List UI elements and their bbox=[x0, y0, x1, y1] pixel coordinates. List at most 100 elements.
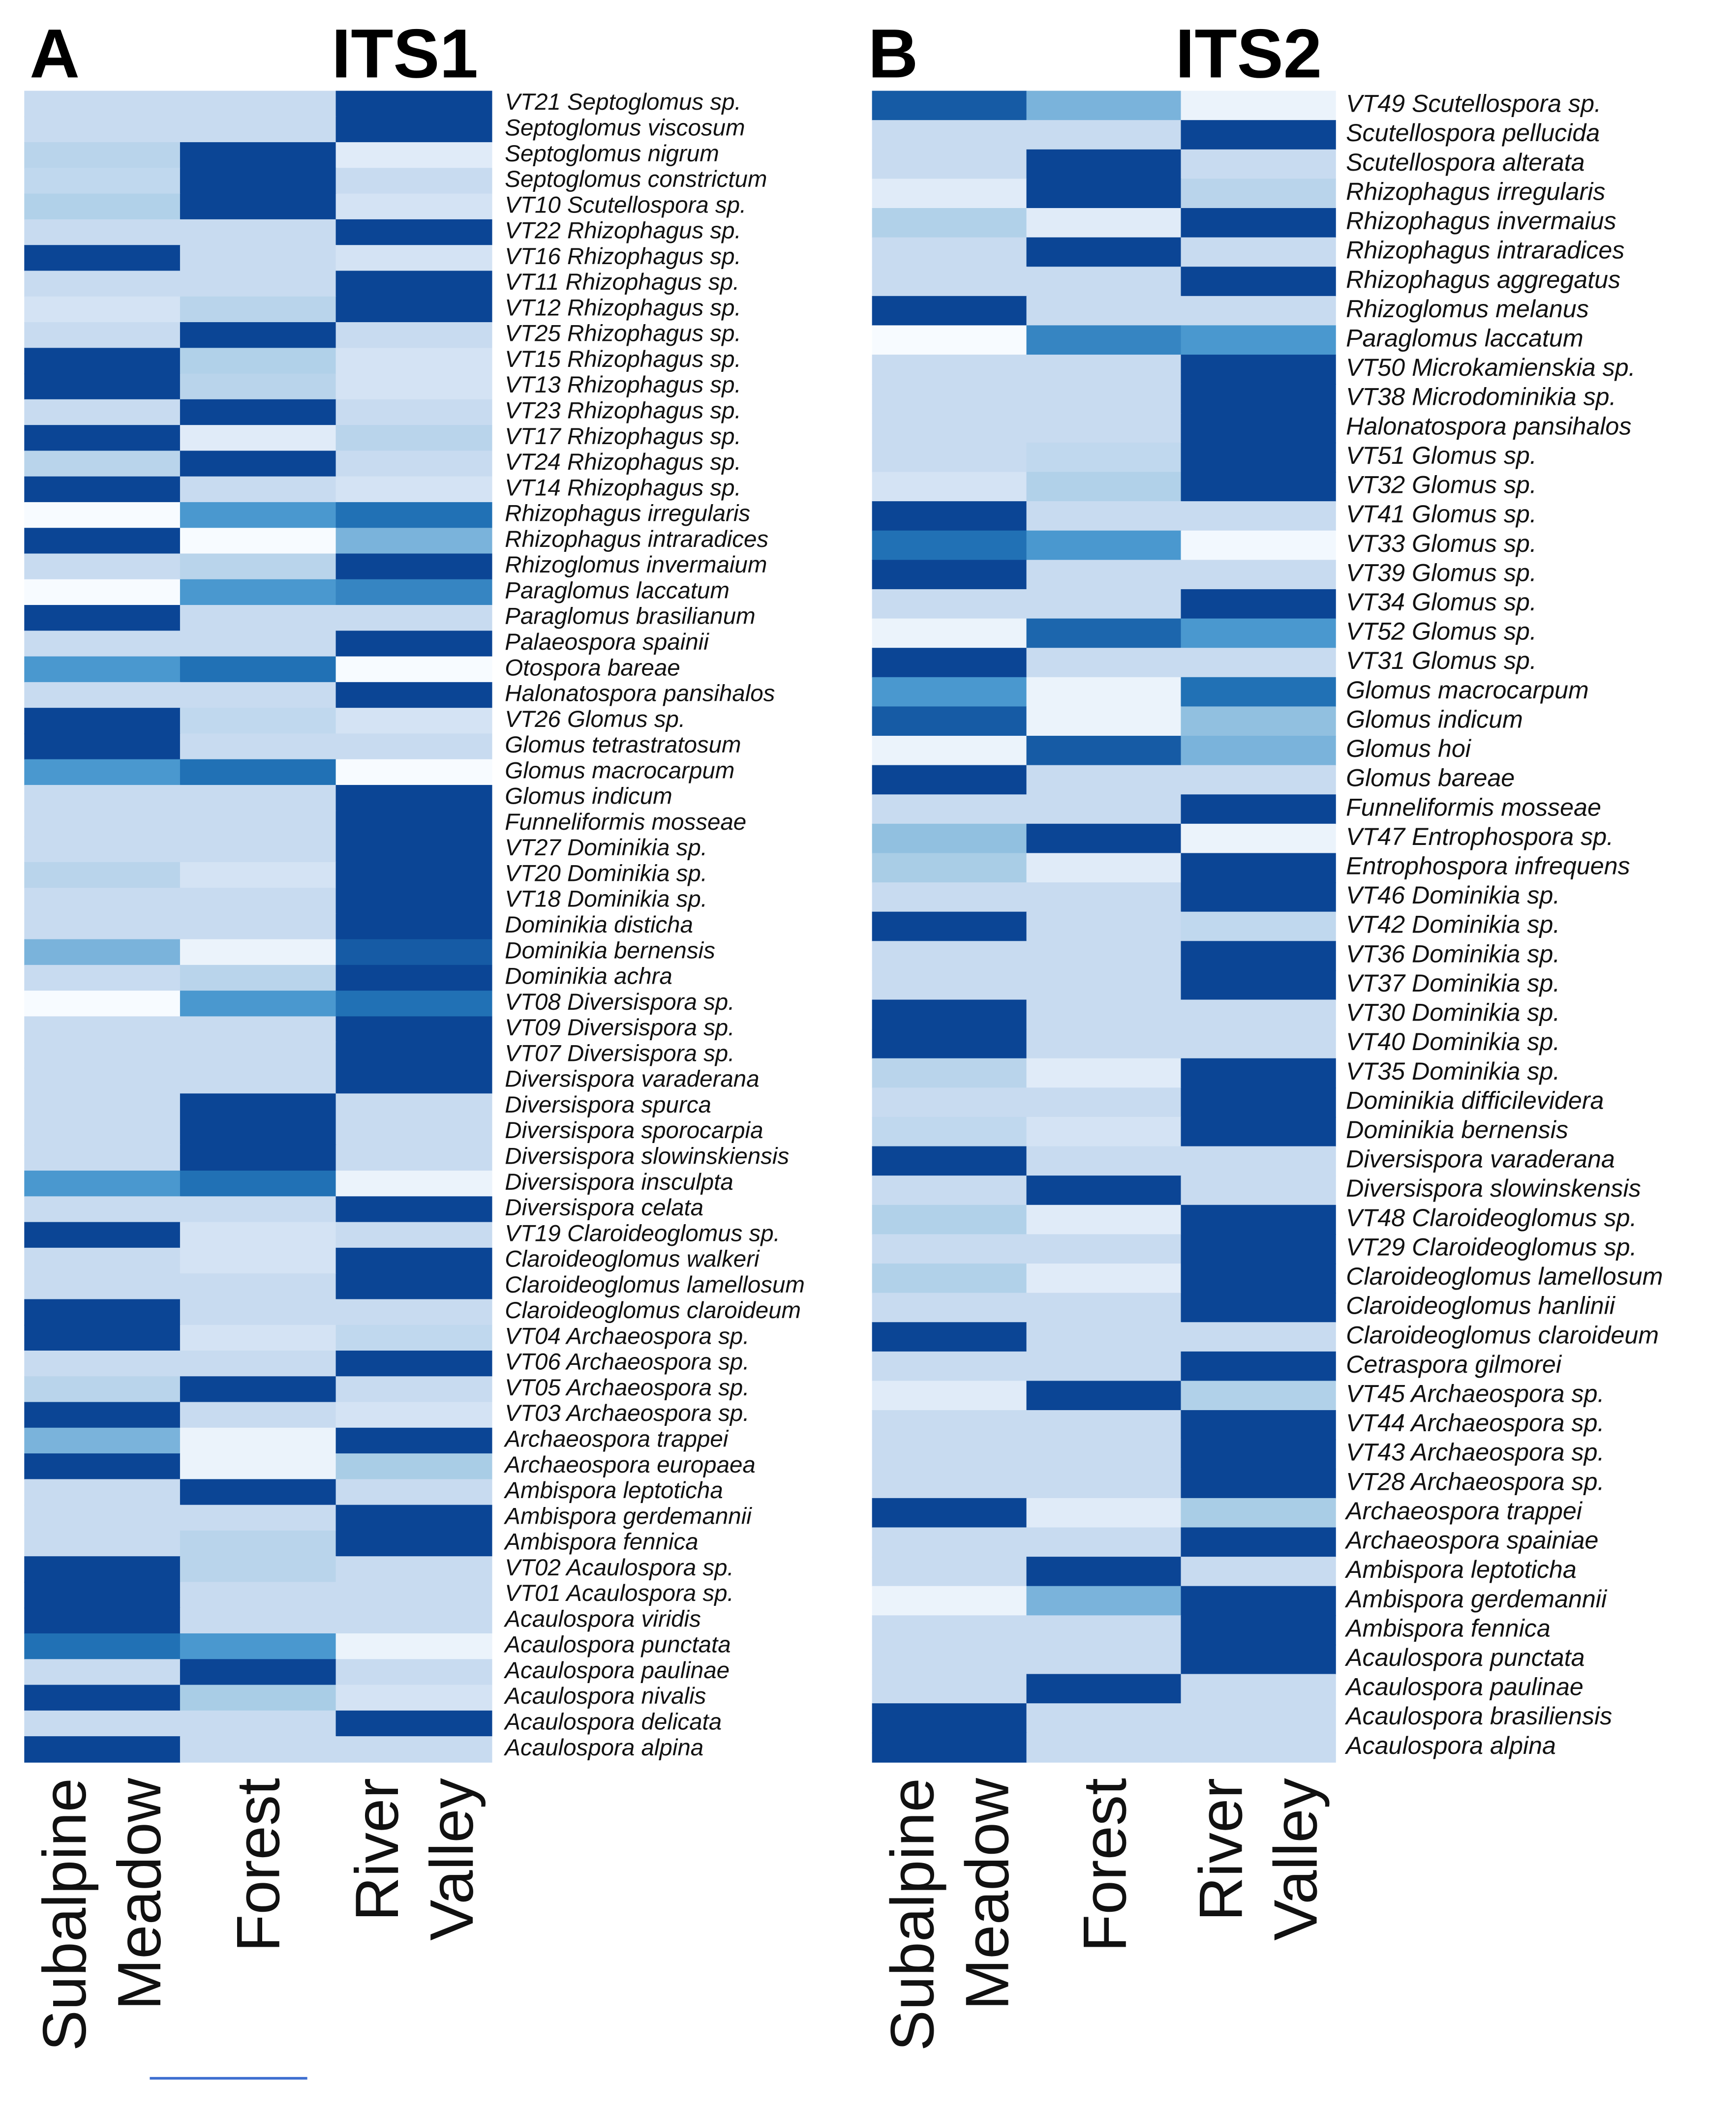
heatmap-cell bbox=[1026, 1469, 1182, 1499]
heatmap-cell bbox=[24, 759, 181, 786]
heatmap-cell bbox=[1181, 853, 1336, 883]
column-label: Subalpine Meadow bbox=[30, 1778, 175, 2051]
heatmap-cell bbox=[24, 1607, 181, 1634]
heatmap-cell bbox=[872, 1469, 1027, 1499]
row-label: VT10 Scutellospora sp. bbox=[505, 192, 746, 218]
heatmap-cell bbox=[1026, 501, 1182, 532]
heatmap-cell bbox=[335, 476, 492, 503]
heatmap-cell bbox=[1026, 90, 1182, 121]
heatmap-cell bbox=[180, 193, 336, 220]
heatmap-cell bbox=[872, 530, 1027, 561]
row-label: Palaeospora spainii bbox=[505, 629, 709, 655]
row-label: VT12 Rhizophagus sp. bbox=[505, 295, 741, 321]
heatmap-cell bbox=[180, 1530, 336, 1557]
row-label: Ambispora fennica bbox=[503, 1529, 698, 1555]
row-label: Ambispora gerdemannii bbox=[1344, 1585, 1608, 1613]
heatmap-cell bbox=[180, 1325, 336, 1352]
heatmap-cell bbox=[180, 1042, 336, 1069]
heatmap-cell bbox=[335, 1145, 492, 1172]
heatmap-cell bbox=[24, 142, 181, 169]
row-label: Ambispora gerdemannii bbox=[503, 1503, 752, 1529]
heatmap-cell bbox=[872, 911, 1027, 942]
heatmap-cell bbox=[24, 1222, 181, 1249]
heatmap-cell bbox=[1181, 325, 1336, 356]
heatmap-cell bbox=[872, 882, 1027, 913]
heatmap-cell bbox=[872, 442, 1027, 473]
heatmap-cell bbox=[24, 245, 181, 271]
row-label: Diversispora spurca bbox=[505, 1092, 711, 1118]
heatmap-cell bbox=[1181, 1586, 1336, 1616]
heatmap-cell bbox=[872, 1586, 1027, 1616]
heatmap-cell bbox=[335, 836, 492, 863]
heatmap-cell bbox=[24, 1119, 181, 1146]
heatmap-cell bbox=[335, 425, 492, 452]
heatmap-cell bbox=[872, 1322, 1027, 1353]
heatmap-cell bbox=[24, 296, 181, 323]
row-label: Archaeospora europaea bbox=[503, 1452, 756, 1478]
heatmap-cell bbox=[180, 1710, 336, 1737]
row-label: Rhizophagus intraradices bbox=[1346, 237, 1624, 264]
heatmap-cell bbox=[180, 116, 336, 143]
heatmap-cell bbox=[335, 605, 492, 632]
heatmap-cell bbox=[180, 1736, 336, 1763]
row-label: VT33 Glomus sp. bbox=[1346, 530, 1537, 557]
heatmap-cell bbox=[24, 888, 181, 914]
heatmap-cell bbox=[180, 1196, 336, 1223]
heatmap-cell bbox=[24, 1350, 181, 1377]
heatmap-cell bbox=[335, 348, 492, 374]
heatmap-cell bbox=[872, 560, 1027, 590]
heatmap-cell bbox=[24, 579, 181, 606]
heatmap-cell bbox=[180, 322, 336, 349]
column-label: River Valley bbox=[341, 1778, 486, 1941]
heatmap-cell bbox=[335, 811, 492, 837]
heatmap-cell bbox=[1026, 1498, 1182, 1528]
heatmap-cell bbox=[24, 425, 181, 452]
row-label: Halonatospora pansihalos bbox=[505, 681, 775, 707]
row-label: VT18 Dominikia sp. bbox=[505, 886, 707, 912]
heatmap-cell bbox=[24, 1376, 181, 1403]
heatmap-cell bbox=[335, 708, 492, 734]
row-label: VT48 Claroideoglomus sp. bbox=[1346, 1204, 1637, 1232]
heatmap-cell bbox=[24, 116, 181, 143]
row-label: Glomus hoi bbox=[1346, 735, 1472, 762]
heatmap-cell bbox=[1181, 120, 1336, 151]
heatmap-cell bbox=[335, 1710, 492, 1737]
row-label: Diversispora varaderana bbox=[1346, 1145, 1615, 1173]
row-label: Acaulospora punctata bbox=[1344, 1644, 1584, 1671]
heatmap-cell bbox=[1181, 501, 1336, 532]
heatmap-cell bbox=[1026, 530, 1182, 561]
heatmap-cell bbox=[1026, 1644, 1182, 1675]
heatmap-cell bbox=[1026, 911, 1182, 942]
heatmap-cell bbox=[1026, 648, 1182, 678]
row-label: Glomus macrocarpum bbox=[505, 757, 734, 783]
heatmap-cell bbox=[180, 1453, 336, 1480]
row-label: Ambispora fennica bbox=[1344, 1614, 1551, 1642]
row-label: Acaulospora punctata bbox=[503, 1632, 731, 1658]
panel-title: ITS1 bbox=[332, 14, 478, 92]
heatmap-cell bbox=[180, 399, 336, 426]
heatmap-cell bbox=[1026, 735, 1182, 766]
heatmap-cell bbox=[872, 413, 1027, 444]
heatmap-cell bbox=[335, 1299, 492, 1326]
row-label: VT09 Diversispora sp. bbox=[505, 1015, 734, 1041]
heatmap-cell bbox=[24, 605, 181, 632]
row-label: Diversispora slowinskensis bbox=[1346, 1175, 1641, 1202]
heatmap-cell bbox=[335, 1042, 492, 1069]
row-label: VT46 Dominikia sp. bbox=[1346, 881, 1560, 909]
heatmap-cell bbox=[24, 1710, 181, 1737]
heatmap-cell bbox=[180, 631, 336, 657]
heatmap-cell bbox=[1026, 267, 1182, 297]
heatmap-cell bbox=[1181, 1644, 1336, 1675]
heatmap-cell bbox=[180, 862, 336, 889]
heatmap-cell bbox=[335, 682, 492, 709]
row-label: VT38 Microdominikia sp. bbox=[1346, 383, 1616, 411]
row-label: Dominikia achra bbox=[505, 964, 672, 990]
heatmap-cell bbox=[1026, 999, 1182, 1030]
heatmap-cell bbox=[335, 1325, 492, 1352]
heatmap-cell bbox=[1026, 413, 1182, 444]
heatmap-cell bbox=[1181, 1087, 1336, 1118]
row-label: VT49 Scutellospora sp. bbox=[1346, 90, 1601, 118]
heatmap-cell bbox=[1181, 911, 1336, 942]
heatmap-cell bbox=[180, 425, 336, 452]
row-label: VT26 Glomus sp. bbox=[505, 706, 685, 732]
